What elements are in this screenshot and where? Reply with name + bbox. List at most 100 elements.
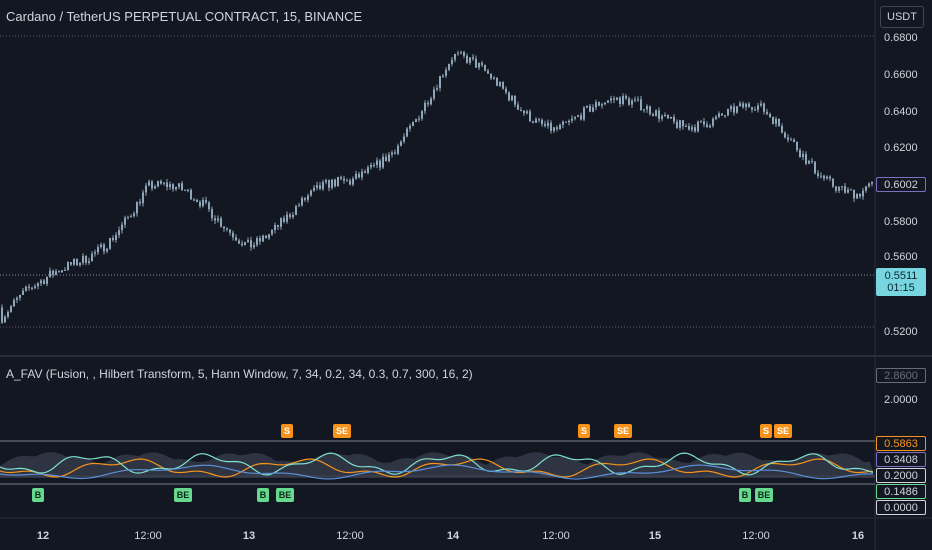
time-label: 12:00	[336, 530, 364, 542]
candle-body	[703, 121, 705, 125]
candle-body	[142, 192, 144, 204]
candle-body	[205, 200, 207, 203]
candle-body	[229, 229, 231, 233]
price-tick: 0.6400	[884, 106, 918, 118]
candle-body	[70, 262, 72, 265]
candle-body	[574, 116, 576, 119]
sell-signal[interactable]: S	[760, 424, 772, 438]
candle-body	[406, 128, 408, 137]
candle-body	[439, 76, 441, 89]
candle-body	[481, 63, 483, 65]
candle-body	[751, 107, 753, 110]
candle-body	[67, 262, 69, 270]
candle-body	[25, 286, 27, 291]
candle-body	[826, 176, 828, 179]
price-candles	[1, 50, 873, 325]
sell-signal[interactable]: S	[578, 424, 590, 438]
candle-body	[622, 96, 624, 104]
indicator-title[interactable]: A_FAV (Fusion, , Hilbert Transform, 5, H…	[6, 367, 473, 381]
candle-body	[571, 118, 573, 121]
candle-body	[547, 122, 549, 126]
indicator-value-white: 0.2000	[876, 468, 926, 483]
sell-exit-signal[interactable]: SE	[774, 424, 792, 438]
candle-body	[487, 70, 489, 74]
candle-body	[835, 186, 837, 191]
candle-body	[478, 63, 480, 68]
indicator-top-value: 2.8600	[876, 368, 926, 383]
sell-exit-signal[interactable]: SE	[333, 424, 351, 438]
candle-body	[127, 217, 129, 219]
currency-button[interactable]: USDT	[880, 6, 924, 28]
candle-body	[733, 106, 735, 113]
guide-lines	[0, 35, 875, 328]
candle-body	[853, 189, 855, 199]
candle-body	[187, 189, 189, 191]
candle-body	[172, 184, 174, 190]
candle-body	[94, 252, 96, 254]
candle-body	[739, 103, 741, 107]
candle-body	[241, 243, 243, 246]
candle-body	[790, 139, 792, 141]
candle-body	[244, 242, 246, 246]
candle-body	[304, 197, 306, 200]
candle-body	[421, 111, 423, 119]
candle-body	[82, 255, 84, 263]
candle-body	[328, 180, 330, 188]
candle-body	[280, 218, 282, 227]
candle-body	[265, 235, 267, 239]
candle-body	[259, 238, 261, 242]
sell-signal[interactable]: S	[281, 424, 293, 438]
buy-exit-signal[interactable]: BE	[276, 488, 294, 502]
candle-body	[331, 179, 333, 188]
candle-body	[463, 52, 465, 56]
candle-body	[691, 127, 693, 130]
candle-body	[88, 261, 90, 263]
candle-body	[238, 240, 240, 244]
candle-body	[271, 229, 273, 235]
candle-body	[829, 176, 831, 179]
sell-exit-signal[interactable]: SE	[614, 424, 632, 438]
candle-body	[307, 195, 309, 200]
buy-exit-signal[interactable]: BE	[755, 488, 773, 502]
candle-body	[268, 234, 270, 239]
symbol-title[interactable]: Cardano / TetherUS PERPETUAL CONTRACT, 1…	[6, 9, 363, 24]
time-label: 12:00	[742, 530, 770, 542]
countdown-timer: 01:15	[887, 282, 915, 294]
price-tick: 0.6800	[884, 32, 918, 44]
candle-body	[769, 113, 771, 118]
candle-body	[343, 178, 345, 181]
candle-body	[850, 189, 852, 191]
candle-body	[232, 232, 234, 238]
candle-body	[760, 103, 762, 106]
candle-body	[730, 106, 732, 110]
candle-body	[868, 183, 870, 187]
candle-body	[640, 99, 642, 111]
candle-body	[514, 95, 516, 105]
candle-body	[154, 186, 156, 189]
candle-body	[169, 184, 171, 188]
buy-exit-signal[interactable]: BE	[174, 488, 192, 502]
candle-body	[352, 178, 354, 185]
candle-body	[31, 287, 33, 289]
candle-body	[10, 306, 12, 312]
candle-body	[742, 103, 744, 108]
candle-body	[391, 152, 393, 155]
buy-signal[interactable]: B	[32, 488, 44, 502]
candle-body	[796, 141, 798, 150]
buy-signal[interactable]: B	[739, 488, 751, 502]
candle-body	[772, 117, 774, 124]
candle-body	[424, 102, 426, 112]
candle-body	[646, 106, 648, 110]
candle-body	[781, 125, 783, 133]
candle-body	[133, 213, 135, 217]
candle-body	[811, 161, 813, 163]
candle-body	[325, 180, 327, 183]
candle-body	[136, 201, 138, 214]
candle-body	[511, 95, 513, 101]
candle-body	[382, 156, 384, 168]
candle-body	[109, 237, 111, 249]
candle-body	[115, 235, 117, 240]
candle-body	[289, 214, 291, 217]
buy-signal[interactable]: B	[257, 488, 269, 502]
